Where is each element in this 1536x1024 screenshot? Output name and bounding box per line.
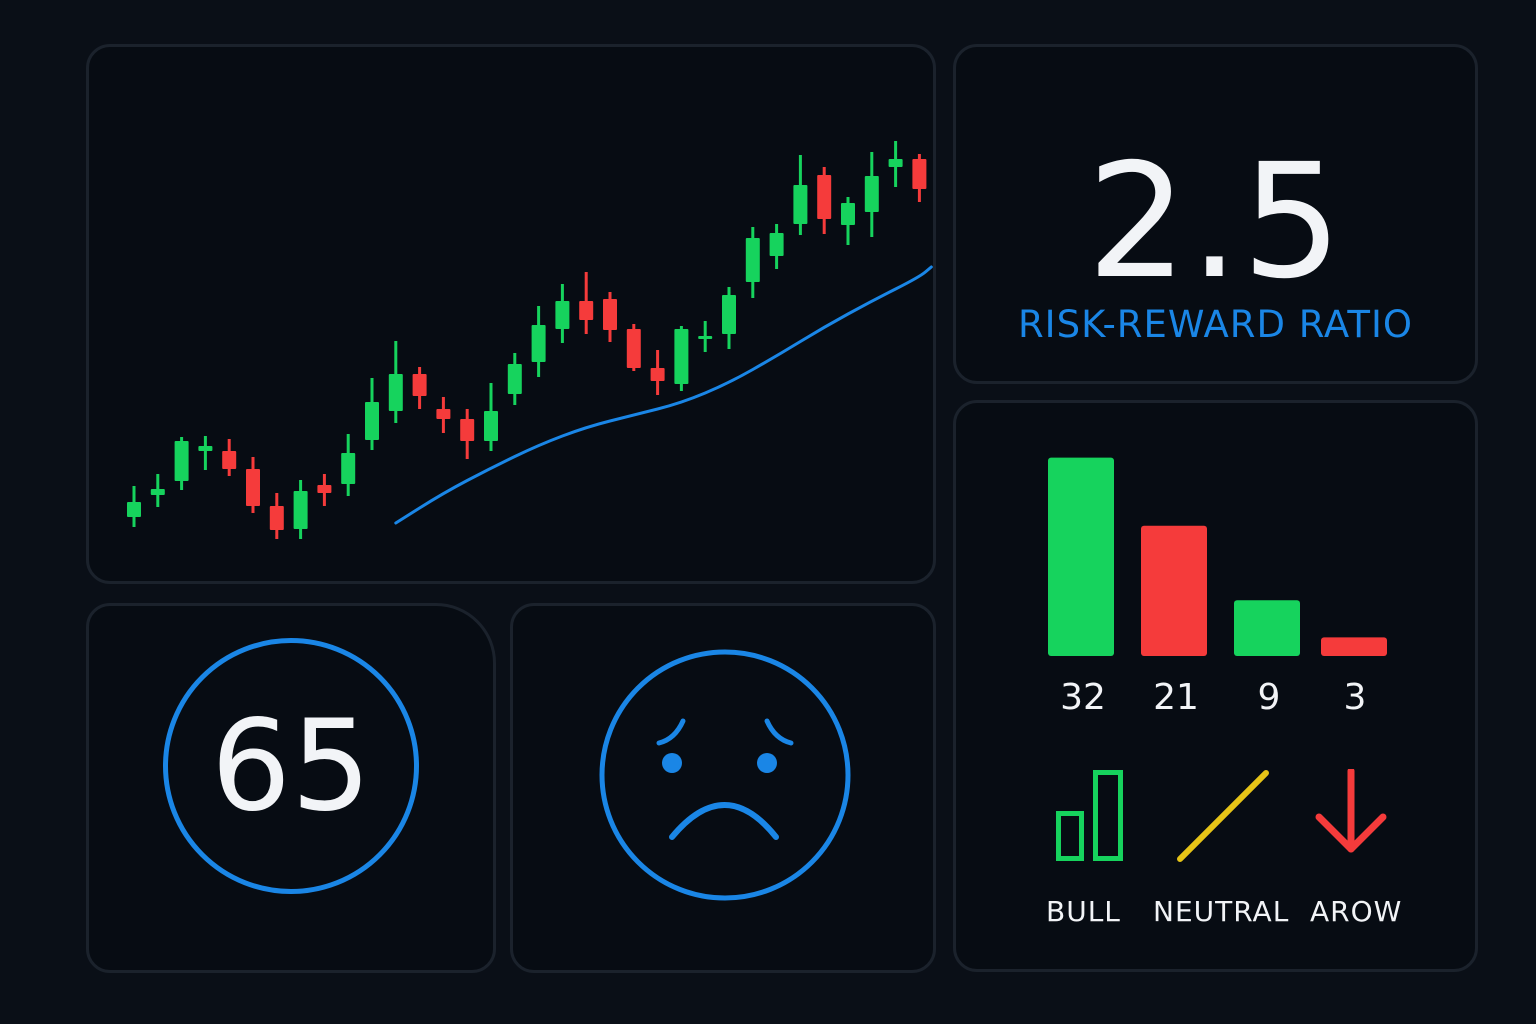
candle [222,439,237,476]
candle-body [674,329,689,384]
neutral-line-icon [1177,770,1269,862]
candle-body [841,203,855,225]
candle [603,292,617,342]
candle-body [460,419,475,441]
candle [436,397,451,433]
candle [841,197,855,245]
candle [555,284,570,343]
candle-body [412,374,427,396]
candle [698,321,713,352]
risk-reward-value: 2.5 [1086,130,1345,314]
candle-body [269,506,284,530]
candle-body [817,175,832,219]
score-value: 65 [210,692,372,839]
mood-panel [510,603,936,973]
candle-body [507,364,522,394]
candle-body [436,409,451,419]
candle [626,324,641,371]
candle-body [317,485,332,493]
score-ring: 65 [163,638,419,894]
candle-body [793,185,808,224]
candle-body [388,374,403,411]
candle-body [150,489,165,495]
candle [507,353,522,405]
down-arrow-icon [1315,769,1387,853]
candle-body [626,329,641,368]
candle [531,306,546,377]
candle-body [293,491,308,529]
candle-body [603,299,617,330]
candle-body [555,301,570,329]
candle [722,287,736,349]
candle-body [174,441,189,481]
candle [317,474,332,506]
legend-label-neutral: NEUTRAL [1153,895,1290,928]
bar-stats-panel: 32 21 9 3 BULL NEUTRAL AROW [953,400,1478,972]
score-panel: 65 [86,603,496,973]
candle [388,341,403,423]
candle-body [650,368,665,381]
candle [341,434,356,496]
candle [888,141,903,187]
candle [650,350,665,395]
candle [269,493,284,539]
stat-bar [1234,600,1300,656]
candle-body [531,325,546,362]
candle-body [769,233,784,256]
candle [198,436,213,470]
candle [412,367,427,409]
candle-body [246,469,260,506]
candle [150,474,165,507]
candle-body [864,176,879,212]
bar-chart [1048,457,1387,656]
candle-body [484,411,498,441]
candle [579,272,594,334]
candle-body [198,446,213,451]
candle [460,409,475,459]
candle [246,457,260,513]
bull-bars-icon [1056,770,1123,861]
stat-bar [1321,637,1387,656]
candle [484,383,498,451]
candle [817,167,832,234]
candle-body [579,301,594,320]
candle [127,486,141,527]
candle-body [912,159,927,189]
candle [769,224,784,269]
bar-count-label: 9 [1257,677,1281,718]
bar-count-label: 21 [1153,677,1199,718]
candle-body [888,159,903,167]
candle [174,437,189,490]
candle [293,480,308,539]
bar-count-label: 32 [1060,677,1106,718]
candle-body [341,453,356,484]
candle-body [222,451,237,469]
candle-body [365,402,379,440]
candle [793,155,808,235]
candle [745,227,760,298]
candle [912,154,927,202]
risk-reward-label: RISK-REWARD RATIO [1017,303,1414,346]
risk-reward-panel: 2.5 RISK-REWARD RATIO [953,44,1478,384]
sad-face-icon [599,649,851,901]
bar-count-label: 3 [1343,677,1367,718]
candle-body [698,336,713,339]
price-chart-panel [86,44,936,584]
legend-label-bull: BULL [1046,895,1121,928]
stat-bar [1048,457,1114,656]
moving-average-line [394,265,933,525]
candle [365,378,379,450]
candle [674,326,689,391]
candle-body [722,295,736,334]
legend-label-arow: AROW [1310,895,1403,928]
stat-bar [1141,525,1207,656]
candle-body [745,238,760,282]
candle [864,152,879,237]
candlestick-chart [127,141,933,539]
candle-body [127,502,141,517]
